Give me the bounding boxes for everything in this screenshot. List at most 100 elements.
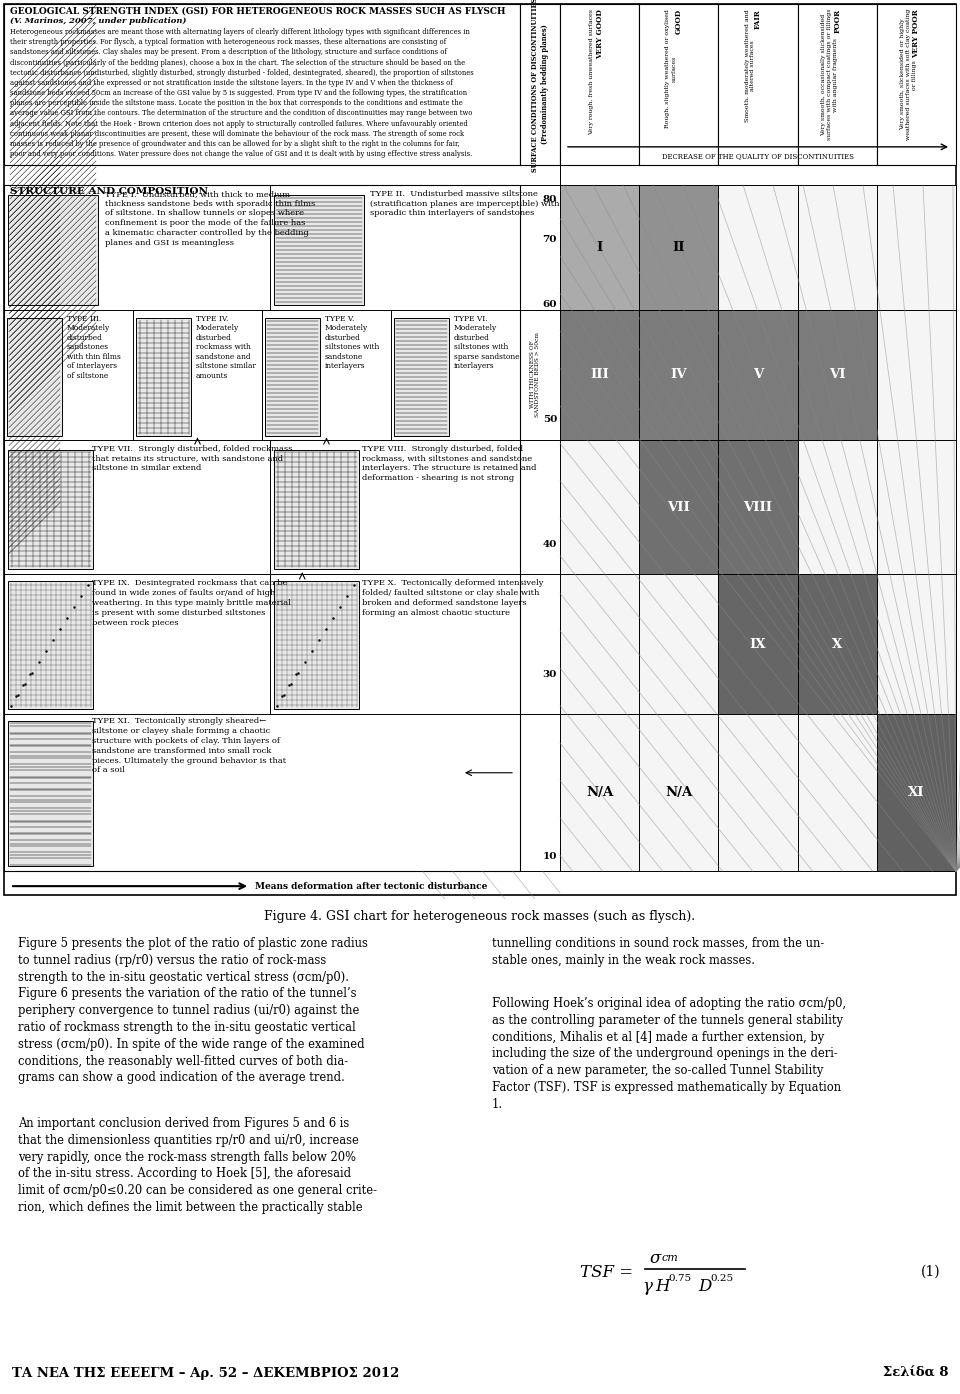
Text: (V. Marinos, 2007, under publication): (V. Marinos, 2007, under publication) xyxy=(10,17,186,25)
Text: FAIR: FAIR xyxy=(754,8,762,29)
Text: Smooth, moderately weathered and
altered surfaces: Smooth, moderately weathered and altered… xyxy=(745,8,756,121)
Text: VERY GOOD: VERY GOOD xyxy=(595,8,604,59)
Text: X: X xyxy=(832,638,842,651)
Bar xyxy=(4,185,520,871)
Text: Heterogeneous rockmasses are meant those with alternating layers of clearly diff: Heterogeneous rockmasses are meant those… xyxy=(10,28,469,36)
Text: TYPE VIII.  Strongly disturbed, folded
rockmass, with siltstones and sandstone
i: TYPE VIII. Strongly disturbed, folded ro… xyxy=(362,445,537,482)
Text: masses is reduced by the presence of groundwater and this can be allowed for by : masses is reduced by the presence of gro… xyxy=(10,139,460,148)
Text: WITH THICKNESS OF
SANDSTONE BEDS > 50cm: WITH THICKNESS OF SANDSTONE BEDS > 50cm xyxy=(530,332,540,417)
Text: H: H xyxy=(655,1278,669,1295)
Text: TSF =: TSF = xyxy=(580,1263,638,1281)
Text: Σελίδα 8: Σελίδα 8 xyxy=(883,1366,948,1380)
Bar xyxy=(7,318,62,435)
Text: I: I xyxy=(596,241,603,254)
Text: Very smooth, occasionally slickensided
surfaces with compact coatings or filling: Very smooth, occasionally slickensided s… xyxy=(821,8,837,141)
Text: 30: 30 xyxy=(542,671,557,679)
Text: SURFACE CONDITIONS OF DISCONTINUITIES
(Predominantly bedding planes): SURFACE CONDITIONS OF DISCONTINUITIES (P… xyxy=(532,0,548,171)
Text: γ: γ xyxy=(642,1278,652,1295)
Bar xyxy=(560,309,876,439)
Bar xyxy=(876,4,956,164)
Text: Following Hoek’s original idea of adopting the ratio σcm/p0,
as the controlling : Following Hoek’s original idea of adopti… xyxy=(492,997,846,1111)
Text: against sandstones and the expressed or not stratification inside the siltstone : against sandstones and the expressed or … xyxy=(10,79,453,86)
Bar xyxy=(560,185,956,871)
Bar xyxy=(4,4,520,164)
Bar xyxy=(265,318,320,435)
Bar xyxy=(520,4,560,164)
Text: Rough, slightly weathered or oxylised
surfaces: Rough, slightly weathered or oxylised su… xyxy=(665,8,676,128)
Text: TYPE X.  Tectonically deformed intensively
folded/ faulted siltstone or clay sha: TYPE X. Tectonically deformed intensivel… xyxy=(362,580,543,616)
Text: adjacent fields. Note that the Hoek - Brown criterion does not apply to structur: adjacent fields. Note that the Hoek - Br… xyxy=(10,120,468,128)
Text: 10: 10 xyxy=(542,852,557,860)
Text: sandstone beds exceed 50cm an increase of the GSI value by 5 is suggested. From : sandstone beds exceed 50cm an increase o… xyxy=(10,89,468,98)
Text: 60: 60 xyxy=(542,300,557,309)
Text: XI: XI xyxy=(908,786,924,799)
Text: IX: IX xyxy=(750,638,766,651)
Text: cm: cm xyxy=(662,1253,679,1263)
Text: discontinuities (particularly of the bedding planes), choose a box in the chart.: discontinuities (particularly of the bed… xyxy=(10,59,466,67)
Text: planes are perceptible inside the siltstone mass. Locate the position in the box: planes are perceptible inside the siltst… xyxy=(10,99,463,107)
Bar xyxy=(798,4,876,164)
Text: DECREASE OF THE QUALITY OF DISCONTINUITIES: DECREASE OF THE QUALITY OF DISCONTINUITI… xyxy=(662,152,854,160)
Bar xyxy=(718,574,876,714)
Text: N/A: N/A xyxy=(586,786,613,799)
Text: TYPE V.
Moderately
disturbed
siltstones with
sandstone
interlayers: TYPE V. Moderately disturbed siltstones … xyxy=(325,315,379,371)
Text: D: D xyxy=(698,1278,711,1295)
Text: 0.25: 0.25 xyxy=(710,1274,733,1282)
Bar xyxy=(8,581,93,710)
Text: Very smooth, slickensided or highly
weathered surfaces with soft clay coating
or: Very smooth, slickensided or highly weat… xyxy=(900,8,917,141)
Text: GEOLOGICAL STRENGTH INDEX (GSI) FOR HETEROGENEOUS ROCK MASSES SUCH AS FLYSCH: GEOLOGICAL STRENGTH INDEX (GSI) FOR HETE… xyxy=(10,7,506,15)
Text: poor and very poor conditions. Water pressure does not change the value of GSI a: poor and very poor conditions. Water pre… xyxy=(10,151,472,159)
Text: tunnelling conditions in sound rock masses, from the un-
stable ones, mainly in : tunnelling conditions in sound rock mass… xyxy=(492,937,825,967)
Bar xyxy=(560,185,639,309)
Text: 40: 40 xyxy=(542,539,557,549)
Bar xyxy=(876,714,956,871)
Bar xyxy=(718,4,798,164)
Text: VI: VI xyxy=(828,368,846,381)
Text: Figure 4. GSI chart for heterogeneous rock masses (such as flysch).: Figure 4. GSI chart for heterogeneous ro… xyxy=(264,910,696,923)
Text: POOR: POOR xyxy=(833,8,841,33)
Text: average value GSI from the contours. The determination of the structure and the : average value GSI from the contours. The… xyxy=(10,110,472,117)
Text: GOOD: GOOD xyxy=(675,8,683,33)
Text: VERY POOR: VERY POOR xyxy=(912,8,921,57)
Bar xyxy=(560,4,639,164)
Text: TYPE III.
Moderately
disturbed
sandstones
with thin films
of interlayers
of silt: TYPE III. Moderately disturbed sandstone… xyxy=(67,315,121,379)
Text: TYPE IV.
Moderately
disturbed
rockmass with
sandstone and
siltstone similar
amou: TYPE IV. Moderately disturbed rockmass w… xyxy=(196,315,256,379)
Bar xyxy=(274,195,364,305)
Bar xyxy=(8,721,93,866)
Bar xyxy=(639,185,718,309)
Text: TYPE XI.  Tectonically strongly sheared←
siltstone or clayey shale forming a cha: TYPE XI. Tectonically strongly sheared← … xyxy=(92,718,286,774)
Text: their strength properties. For flysch, a typical formation with heterogeneous ro: their strength properties. For flysch, a… xyxy=(10,38,446,46)
Bar xyxy=(8,449,93,569)
Text: STRUCTURE AND COMPOSITION: STRUCTURE AND COMPOSITION xyxy=(10,187,208,195)
Text: III: III xyxy=(590,368,609,381)
Bar xyxy=(274,581,359,710)
Text: continuous weak planar discontinuities are present, these will dominate the beha: continuous weak planar discontinuities a… xyxy=(10,130,464,138)
Bar xyxy=(394,318,449,435)
Text: ΤΑ ΝΕΑ ΤΗΣ ΕΕΕΕΓΜ – Αρ. 52 – ΔΕΚΕΜΒΡΙΟΣ 2012: ΤΑ ΝΕΑ ΤΗΣ ΕΕΕΕΓΜ – Αρ. 52 – ΔΕΚΕΜΒΡΙΟΣ … xyxy=(12,1366,399,1380)
Text: An important conclusion derived from Figures 5 and 6 is
that the dimensionless q: An important conclusion derived from Fig… xyxy=(18,1117,377,1214)
Text: 50: 50 xyxy=(542,415,557,424)
Text: 0.75: 0.75 xyxy=(668,1274,691,1282)
Text: TYPE I.  Undisturbed, with thick to medium
thickness sandstone beds with sporadi: TYPE I. Undisturbed, with thick to mediu… xyxy=(105,190,315,247)
Text: VII: VII xyxy=(667,500,690,513)
Bar xyxy=(639,4,718,164)
Text: sandstones and siltstones. Clay shales may be present. From a description of the: sandstones and siltstones. Clay shales m… xyxy=(10,49,447,56)
Text: IV: IV xyxy=(670,368,687,381)
Text: σ: σ xyxy=(650,1249,661,1267)
Text: TYPE VI.
Moderately
disturbed
siltstones with
sparse sandstone
interlayers: TYPE VI. Moderately disturbed siltstones… xyxy=(454,315,519,371)
Text: VIII: VIII xyxy=(743,500,773,513)
Text: N/A: N/A xyxy=(665,786,692,799)
Text: Very rough, fresh unweathered surfaces: Very rough, fresh unweathered surfaces xyxy=(589,8,594,135)
Text: V: V xyxy=(753,368,763,381)
Bar xyxy=(136,318,191,435)
Text: 70: 70 xyxy=(542,236,557,244)
Text: II: II xyxy=(673,241,685,254)
Text: TYPE IX.  Desintegrated rockmass that can be
found in wide zones of faults or/an: TYPE IX. Desintegrated rockmass that can… xyxy=(92,580,291,627)
Bar xyxy=(8,195,98,305)
Bar xyxy=(274,449,359,569)
Text: (1): (1) xyxy=(921,1266,940,1280)
Text: TYPE VII.  Strongly disturbed, folded rockmass
that retains its structure, with : TYPE VII. Strongly disturbed, folded roc… xyxy=(92,445,293,473)
Bar xyxy=(639,439,798,574)
Text: 80: 80 xyxy=(542,195,557,205)
Text: tectonic disturbance (undisturbed, slightly disturbed, strongly disturbed - fold: tectonic disturbance (undisturbed, sligh… xyxy=(10,68,473,77)
